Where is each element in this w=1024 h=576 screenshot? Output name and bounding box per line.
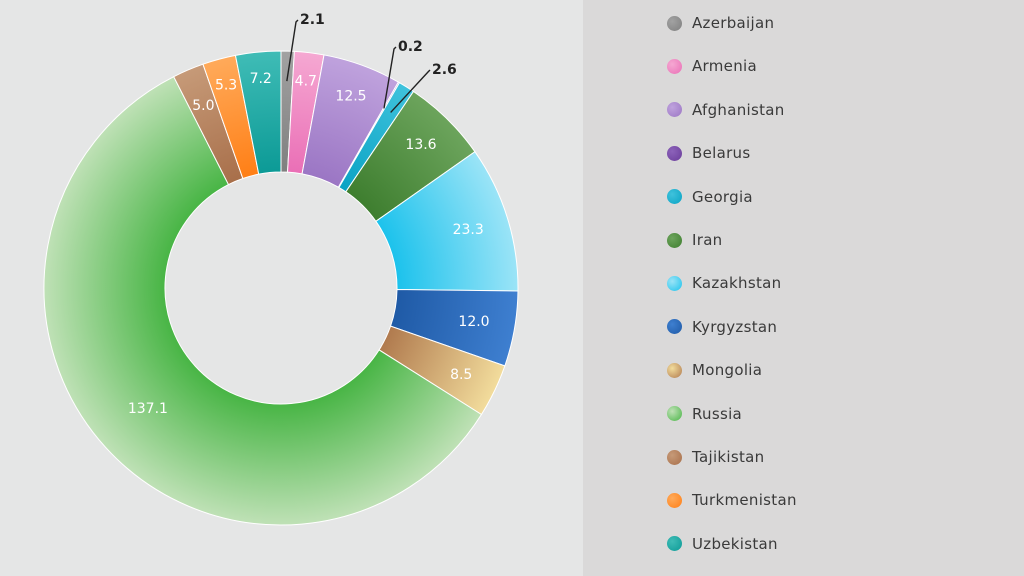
legend-label-kazakhstan: Kazakhstan (692, 274, 782, 293)
legend-label-armenia: Armenia (692, 57, 757, 76)
legend-swatch-kyrgyzstan (667, 319, 682, 335)
legend-label-mongolia: Mongolia (692, 361, 763, 380)
data-label-uzbekistan: 7.2 (250, 71, 272, 87)
data-label-belarus: 0.2 (398, 39, 423, 55)
donut-chart: 2.1 4.7 12.5 0.2 2.6 13.6 23.3 12.0 8.5 137.1 5.05… (43, 12, 519, 526)
legend-label-tajikistan: Tajikistan (692, 448, 765, 466)
legend-swatch-turkmenistan (667, 492, 682, 508)
legend-swatch-belarus (667, 145, 682, 161)
legend-label-azerbaijan: Azerbaijan (692, 14, 775, 32)
legend-swatch-afghanistan (667, 102, 682, 118)
legend-item-iran: Iran (667, 230, 723, 250)
leader-line-azerbaijan (286, 19, 299, 82)
legend-item-belarus: Belarus (667, 143, 750, 163)
slices-layer (43, 50, 519, 526)
slice-uzbekistan (234, 50, 282, 175)
legend-swatch-uzbekistan (667, 536, 682, 552)
data-label-russia: 137.1 (128, 401, 168, 417)
legend-item-russia: Russia (667, 404, 742, 424)
data-label-kyrgyzstan: 12.0 (458, 314, 489, 330)
legend-item-georgia: Georgia (667, 187, 753, 207)
legend-item-kyrgyzstan: Kyrgyzstan (667, 317, 777, 337)
legend-label-afghanistan: Afghanistan (692, 100, 785, 119)
data-label-mongolia: 8.5 (450, 367, 472, 383)
legend-item-kazakhstan: Kazakhstan (667, 273, 781, 293)
legend-item-turkmenistan: Turkmenistan (667, 490, 797, 510)
legend-swatch-armenia (667, 58, 682, 74)
data-label-iran: 13.6 (405, 137, 436, 153)
legend-item-mongolia: Mongolia (667, 360, 762, 380)
legend-item-afghanistan: Afghanistan (667, 100, 785, 120)
legend-swatch-tajikistan (667, 449, 682, 465)
legend-swatch-mongolia (667, 362, 682, 378)
legend-item-azerbaijan: Azerbaijan (667, 13, 774, 33)
legend-label-uzbekistan: Uzbekistan (692, 534, 778, 553)
legend-label-belarus: Belarus (692, 144, 751, 163)
slice-russia (43, 75, 483, 526)
data-label-georgia: 2.6 (432, 62, 457, 78)
legend-label-russia: Russia (692, 404, 743, 423)
data-label-armenia: 4.7 (295, 74, 317, 90)
legend-swatch-russia (667, 406, 682, 422)
legend: Azerbaijan Armenia Afghanistan Belarus Georg… (583, 0, 1024, 576)
data-label-tajikistan: 5.0 (192, 98, 214, 114)
data-label-azerbaijan: 2.1 (300, 12, 325, 28)
legend-item-uzbekistan: Uzbekistan (667, 534, 778, 554)
legend-swatch-iran (667, 232, 682, 248)
data-label-afghanistan: 12.5 (335, 88, 366, 104)
leader-line-belarus (383, 46, 397, 109)
legend-swatch-georgia (667, 189, 682, 205)
data-labels-layer: 2.1 4.7 12.5 0.2 2.6 13.6 23.3 12.0 8.5 137.1 5.05… (128, 12, 490, 417)
legend-item-tajikistan: Tajikistan (667, 447, 764, 467)
legend-label-turkmenistan: Turkmenistan (692, 491, 797, 510)
legend-label-georgia: Georgia (692, 187, 753, 206)
legend-label-kyrgyzstan: Kyrgyzstan (692, 317, 778, 336)
leader-lines-layer (286, 19, 431, 113)
leader-line-georgia (390, 69, 431, 113)
data-label-turkmenistan: 5.3 (215, 77, 237, 93)
legend-label-iran: Iran (692, 231, 723, 249)
data-label-kazakhstan: 23.3 (453, 222, 484, 238)
legend-swatch-kazakhstan (667, 275, 682, 291)
legend-swatch-azerbaijan (667, 15, 682, 31)
legend-item-armenia: Armenia (667, 56, 757, 76)
